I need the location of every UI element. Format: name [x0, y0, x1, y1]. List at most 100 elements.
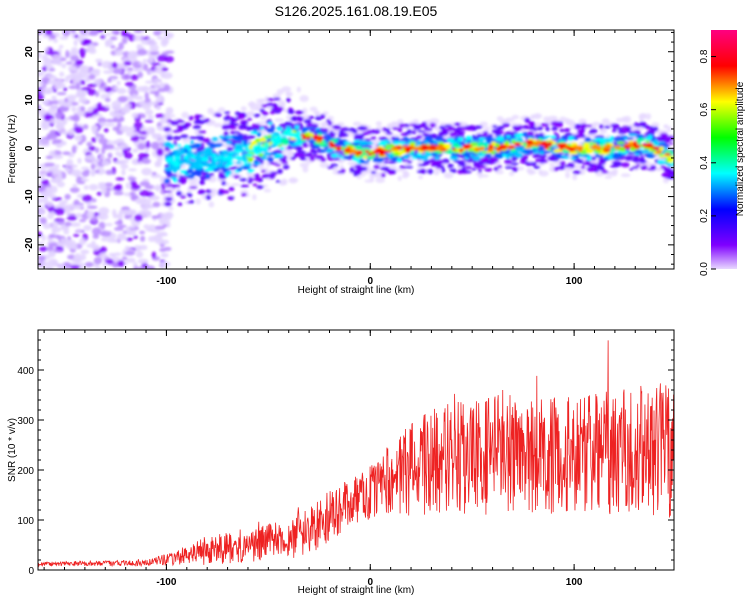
- ridge-blob: [295, 110, 304, 115]
- noise-blob: [160, 71, 166, 78]
- ridge-blob: [576, 129, 585, 135]
- noise-blob: [141, 167, 153, 176]
- ridge-blob: [620, 148, 626, 153]
- ridge-blob: [427, 168, 434, 175]
- noise-blob: [114, 49, 124, 56]
- noise-blob: [97, 88, 107, 93]
- ridge-blob: [472, 157, 481, 161]
- ridge-blob: [233, 155, 243, 160]
- noise-blob: [38, 37, 42, 42]
- halo-blob: [572, 173, 578, 181]
- halo-blob: [288, 177, 298, 184]
- noise-blob: [105, 169, 114, 176]
- ridge-blob: [189, 200, 195, 204]
- ridge-blob: [349, 149, 359, 154]
- colorbar-tick-label: 0.2: [699, 209, 710, 223]
- ridge-blob: [260, 156, 269, 160]
- ridge-blob: [572, 145, 582, 150]
- ridge-blob: [189, 140, 195, 145]
- noise-blob: [132, 93, 137, 98]
- ridge-blob: [164, 197, 173, 201]
- ridge-blob: [417, 145, 422, 150]
- ridge-blob: [315, 115, 321, 120]
- noise-blob: [121, 169, 126, 176]
- halo-blob: [543, 116, 550, 123]
- ridge-blob: [421, 121, 427, 127]
- ridge-blob: [533, 165, 541, 169]
- ridge-blob: [256, 185, 264, 190]
- noise-blob: [129, 191, 136, 196]
- noise-blob: [140, 30, 147, 34]
- noise-blob: [75, 212, 82, 219]
- noise-blob: [48, 234, 56, 239]
- noise-blob: [58, 105, 70, 112]
- ridge-blob: [223, 190, 230, 194]
- noise-blob: [133, 121, 144, 130]
- ridge-blob: [504, 140, 510, 145]
- noise-blob: [52, 38, 59, 43]
- ridge-blob: [223, 116, 230, 121]
- ridge-blob: [384, 150, 392, 153]
- noise-blob: [80, 178, 90, 182]
- noise-blob: [48, 150, 56, 157]
- ridge-blob: [644, 142, 654, 148]
- ridge-blob: [329, 144, 334, 148]
- ridge-blob: [473, 161, 479, 168]
- halo-blob: [651, 122, 660, 128]
- noise-blob: [161, 67, 169, 72]
- halo-blob: [535, 121, 541, 128]
- noise-blob: [112, 68, 122, 75]
- ridge-blob: [655, 149, 663, 155]
- halo-blob: [530, 114, 535, 119]
- ridge-blob: [259, 108, 265, 113]
- halo-blob: [401, 173, 409, 179]
- halo-blob: [263, 188, 272, 193]
- halo-blob: [272, 93, 281, 99]
- noise-blob: [149, 51, 160, 55]
- noise-blob: [51, 54, 63, 60]
- ridge-blob: [307, 126, 316, 130]
- noise-blob: [96, 30, 104, 33]
- ridge-blob: [435, 145, 444, 151]
- noise-blob: [98, 207, 110, 215]
- ridge-blob: [297, 116, 304, 122]
- noise-blob: [93, 107, 104, 112]
- ridge-blob: [272, 151, 279, 155]
- halo-blob: [592, 121, 601, 126]
- ridge-blob: [626, 154, 635, 158]
- ridge-blob: [319, 135, 324, 141]
- noise-blob: [112, 239, 119, 243]
- ridge-blob: [284, 128, 293, 134]
- spectrogram-marks: [38, 30, 674, 269]
- ridge-blob: [452, 132, 457, 137]
- ridge-blob: [165, 169, 172, 176]
- noise-blob: [42, 65, 48, 72]
- noise-blob: [39, 246, 48, 252]
- ridge-blob: [226, 170, 233, 175]
- noise-blob: [94, 147, 100, 154]
- ridge-blob: [653, 139, 659, 146]
- halo-blob: [258, 162, 265, 170]
- noise-blob: [79, 262, 85, 269]
- ridge-blob: [267, 156, 274, 163]
- ridge-blob: [236, 166, 243, 172]
- ridge-blob: [407, 160, 413, 164]
- ridge-blob: [174, 129, 182, 133]
- halo-blob: [375, 177, 386, 184]
- ridge-blob: [668, 157, 674, 164]
- ridge-blob: [528, 121, 536, 127]
- ridge-blob: [370, 129, 376, 132]
- ridge-blob: [603, 144, 612, 150]
- noise-blob: [38, 209, 45, 215]
- noise-blob: [148, 101, 158, 106]
- ridge-blob: [451, 168, 457, 174]
- ridge-blob: [478, 169, 483, 173]
- spectrogram-y-ticks: -20 -10 0 10 20: [24, 31, 674, 265]
- y-tick-label: 10: [24, 94, 35, 106]
- ridge-blob: [194, 165, 203, 170]
- noise-blob: [71, 106, 77, 112]
- noise-blob: [148, 70, 156, 74]
- halo-blob: [418, 175, 424, 180]
- noise-blob: [60, 140, 67, 146]
